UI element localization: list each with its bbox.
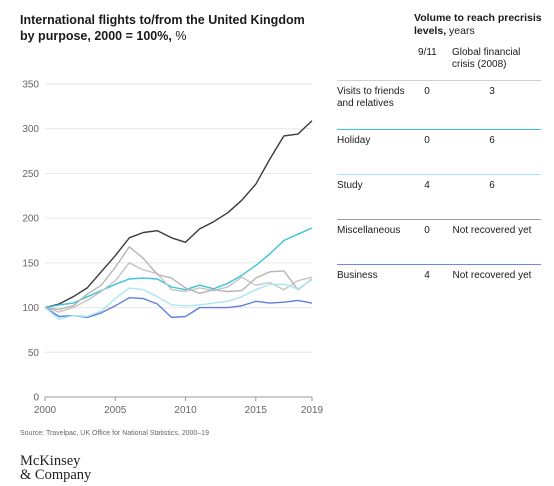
column-header-crisis: Global financial crisis (2008) [452,47,542,71]
row-value-crisis: Not recovered yet [452,225,532,236]
row-color-line [337,219,541,220]
chart-title-text: International flights to/from the United… [20,13,305,43]
row-value-crisis: 3 [489,86,495,97]
source-note: Source: Travelpac, UK Office for Nationa… [20,430,209,437]
chart-series [44,120,313,320]
row-value-9-11: 0 [424,225,430,236]
row-value-9-11: 0 [424,135,430,146]
y-tick-label: 300 [22,124,39,135]
y-tick-label: 50 [28,348,40,359]
y-tick-label: 350 [22,80,39,91]
y-tick-label: 100 [22,303,39,314]
row-color-line [337,264,541,265]
row-value-crisis: 6 [489,135,495,146]
series-line-4 [44,297,313,319]
chart-title: International flights to/from the United… [20,12,320,44]
y-tick-label: 0 [33,393,39,404]
table-title-text: Volume to reach precrisis levels, [414,12,542,37]
row-category: Business [337,270,378,281]
chart-grid: 0 50 100 150 200 250 300 350 [22,80,312,404]
row-value-9-11: 4 [424,180,430,191]
x-tick-label: 2019 [301,405,324,416]
series-line-5 [44,279,313,320]
row-value-crisis: 6 [489,180,495,191]
table-title: Volume to reach precrisis levels, years [414,12,554,38]
x-tick-label: 2000 [34,405,57,416]
mckinsey-logo: McKinsey & Company [20,453,92,483]
row-category: Study [337,180,363,191]
series-line-3 [44,246,313,311]
y-tick-label: 200 [22,214,39,225]
column-header-crisis-line2: crisis (2008) [452,59,507,70]
y-tick-label: 250 [22,169,39,180]
x-tick-label: 2005 [104,405,127,416]
column-header-crisis-line1: Global financial [452,47,521,58]
x-axis: 2000 2005 2010 2015 2019 [34,397,324,416]
x-tick-label: 2015 [245,405,268,416]
row-category: Miscellaneous [337,225,401,236]
y-tick-label: 150 [22,258,39,269]
column-header-9-11: 9/11 [418,47,437,58]
row-category: Visits to friends and relatives [337,86,405,109]
row-color-line [337,129,541,130]
row-color-line [337,174,541,175]
row-value-9-11: 4 [424,270,430,281]
chart-title-unit: % [175,29,187,43]
row-value-crisis: Not recovered yet [452,270,532,281]
series-line-2 [44,262,313,313]
series-line-1 [44,227,313,309]
row-category: Holiday [337,135,371,146]
series-line-0 [44,120,313,309]
logo-line-2: & Company [20,467,92,483]
table-title-unit: years [449,25,475,37]
row-value-9-11: 0 [424,86,430,97]
row-color-line [337,80,541,81]
logo-line-1: McKinsey [20,453,81,469]
x-tick-label: 2010 [174,405,197,416]
